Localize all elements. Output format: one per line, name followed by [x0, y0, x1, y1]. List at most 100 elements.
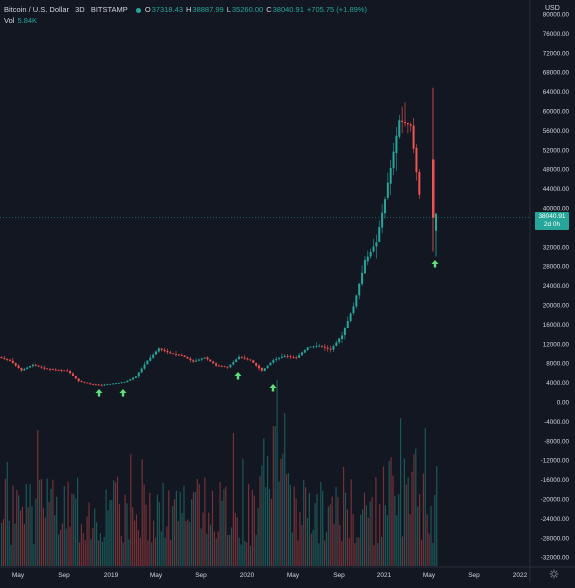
volume-bar — [168, 490, 170, 566]
gear-icon[interactable] — [549, 569, 559, 579]
volume-bar — [40, 479, 43, 566]
volume-bar — [21, 506, 24, 566]
volume-bar — [183, 485, 185, 566]
volume-bar — [189, 521, 191, 566]
candle-body — [195, 360, 198, 362]
candle-body — [381, 212, 384, 228]
candle-body — [415, 147, 418, 173]
volume-bar — [126, 503, 128, 566]
candle-body — [8, 359, 11, 361]
buy-signal-arrow-icon — [95, 389, 103, 397]
volume-bar — [166, 526, 168, 566]
price-tick-label: 4000.00 — [546, 380, 569, 387]
volume-bar — [236, 517, 238, 566]
candle-body — [303, 350, 306, 353]
volume-bar — [33, 544, 35, 566]
price-tick-label: 80000.00 — [543, 12, 570, 19]
candle-body — [189, 358, 192, 361]
volume-bar — [331, 496, 333, 566]
candle-body — [315, 346, 318, 347]
volume-bar — [56, 496, 58, 566]
candle-body — [146, 360, 149, 365]
volume-bar — [200, 528, 202, 566]
candle-body — [149, 357, 152, 361]
candle-body — [272, 360, 275, 363]
volume-bar — [137, 530, 139, 566]
volume-bar — [156, 494, 158, 566]
volume-bar — [75, 498, 77, 566]
volume-bar — [2, 519, 5, 566]
volume-bar — [141, 459, 143, 566]
volume-bar — [113, 480, 115, 566]
candle-body — [120, 382, 123, 384]
open-value: 37318.43 — [151, 5, 183, 14]
price-tick-label: 48000.00 — [543, 167, 570, 174]
candle-body — [223, 366, 226, 368]
volume-bar — [118, 504, 120, 566]
volume-bar — [173, 499, 176, 566]
volume-bar — [211, 490, 214, 566]
volume-bar — [301, 525, 303, 566]
volume-bar — [246, 542, 248, 566]
volume-bar — [278, 481, 280, 566]
candle-body — [232, 362, 235, 365]
volume-bar — [377, 543, 379, 566]
candle-body — [166, 351, 169, 353]
candle-body — [83, 381, 86, 383]
candle-body — [94, 384, 97, 386]
candle-body — [20, 367, 23, 371]
candle-body — [206, 357, 209, 360]
price-tick-label: 12000.00 — [543, 341, 570, 348]
candle-body — [269, 362, 272, 366]
candle-body — [114, 383, 117, 385]
bar-countdown: 2d 0h — [543, 221, 561, 228]
volume-bar — [50, 488, 52, 566]
volume-bar — [42, 507, 44, 566]
volume-bar — [115, 482, 117, 566]
candle-body — [51, 369, 54, 371]
candle-body — [286, 355, 289, 357]
volume-bar — [105, 489, 107, 566]
candle-body — [100, 384, 103, 386]
currency-label[interactable]: USD — [545, 5, 560, 12]
volume-bar — [29, 484, 31, 566]
volume-bar — [251, 489, 253, 566]
candle-body — [37, 365, 40, 367]
volume-value: 5.84K — [17, 16, 38, 25]
symbol-name[interactable]: Bitcoin / U.S. Dollar — [4, 5, 70, 14]
volume-bar — [333, 523, 335, 566]
candle-body — [295, 357, 298, 359]
volume-bar — [234, 512, 236, 566]
volume-bar — [320, 481, 322, 566]
candle-body — [197, 359, 200, 361]
open-key: O — [144, 5, 151, 14]
candle-body — [229, 364, 232, 368]
volume-bar — [343, 466, 345, 566]
volume-bar — [124, 494, 126, 566]
volume-bar — [274, 426, 276, 566]
candle-body — [383, 199, 386, 214]
volume-bar — [204, 477, 206, 566]
candle-body — [246, 358, 249, 360]
volume-bar — [388, 460, 390, 566]
volume-bar — [318, 543, 320, 566]
volume-bar — [52, 479, 54, 566]
interval-label[interactable]: 3D — [75, 5, 85, 14]
candle-body — [31, 364, 34, 367]
time-tick-label: May — [12, 572, 25, 579]
candle-body — [183, 355, 186, 358]
volume-bar — [407, 477, 409, 566]
volume-bar — [390, 457, 392, 566]
volume-bar — [272, 426, 274, 566]
volume-bar — [299, 512, 301, 566]
candle-body — [69, 370, 72, 374]
volume-bar — [325, 532, 328, 566]
volume-bar — [312, 529, 314, 566]
volume-bar — [295, 498, 297, 566]
candle-body — [74, 375, 77, 379]
volume-bar — [375, 477, 377, 566]
candle-body — [57, 369, 60, 371]
candle-body — [126, 380, 129, 383]
